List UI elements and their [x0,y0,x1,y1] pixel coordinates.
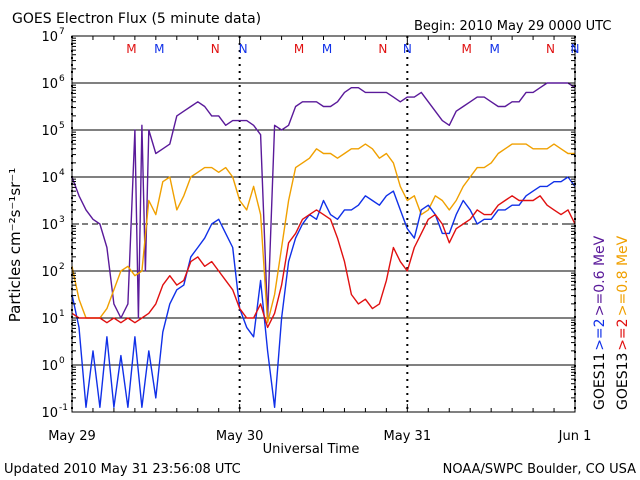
legend-label: >=0.6 MeV [592,235,608,316]
mn-marker: N [403,42,412,56]
y-tick-exponent: 5 [59,121,65,131]
legend-label: >=2 [615,318,631,350]
y-tick-base: 10 [41,359,58,374]
y-tick-exponent: 2 [59,262,65,272]
mn-marker: N [211,42,220,56]
y-tick-exponent: 3 [59,215,65,225]
legend-label: GOES11 [592,353,608,410]
mn-marker: N [546,42,555,56]
updated-label: Updated 2010 May 31 23:56:08 UTC [4,462,241,477]
series-line [71,195,576,329]
y-tick-base: 10 [41,406,58,421]
series-lines [71,82,576,408]
y-tick-base: 10 [41,77,58,92]
mn-marker: M [294,42,304,56]
mn-marker: N [571,42,580,56]
y-tick-base: 10 [41,124,58,139]
series-line [71,143,575,324]
x-tick-label: May 29 [48,429,96,444]
y-tick-base: 10 [41,171,58,186]
legend-label: >=0.8 MeV [615,235,631,316]
y-axis-label: Particles cm⁻²s⁻¹sr⁻¹ [6,168,24,322]
y-tick-base: 10 [41,312,58,327]
y-tick-exponent: 1 [59,309,65,319]
y-tick-exponent: 7 [59,27,65,37]
mn-marker: M [154,42,164,56]
mn-marker: N [378,42,387,56]
x-tick-label: Jun 1 [558,429,592,444]
y-tick-base: 10 [41,218,58,233]
credit-label: NOAA/SWPC Boulder, CO USA [443,462,636,477]
threshold-lines [72,82,575,366]
y-tick-exponent: 0 [59,356,65,366]
y-tick-base: 10 [41,265,58,280]
y-tick-exponent: -1 [59,403,68,413]
x-tick-label: May 31 [384,429,432,444]
x-axis-label: Universal Time [263,442,360,457]
legend-label: GOES13 [615,353,631,410]
right-legend: GOES13 >=2 >=0.8 MeV GOES11 >=2 >=0.6 MeV [592,235,631,410]
chart-title: GOES Electron Flux (5 minute data) [12,11,261,27]
mn-marker: M [489,42,499,56]
y-tick-base: 10 [41,30,58,45]
mn-marker: M [126,42,136,56]
y-tick-exponent: 6 [59,74,65,84]
x-ticks: May 29 May 30 May 31 Jun 1 [48,36,591,444]
series-line [71,176,576,408]
mn-marker: M [322,42,332,56]
legend-label: >=2 [592,318,608,350]
mn-marker: N [239,42,248,56]
x-tick-label: May 30 [216,429,264,444]
begin-label: Begin: 2010 May 29 0000 UTC [414,19,611,34]
y-tick-exponent: 4 [59,168,65,178]
mn-marker: M [462,42,472,56]
